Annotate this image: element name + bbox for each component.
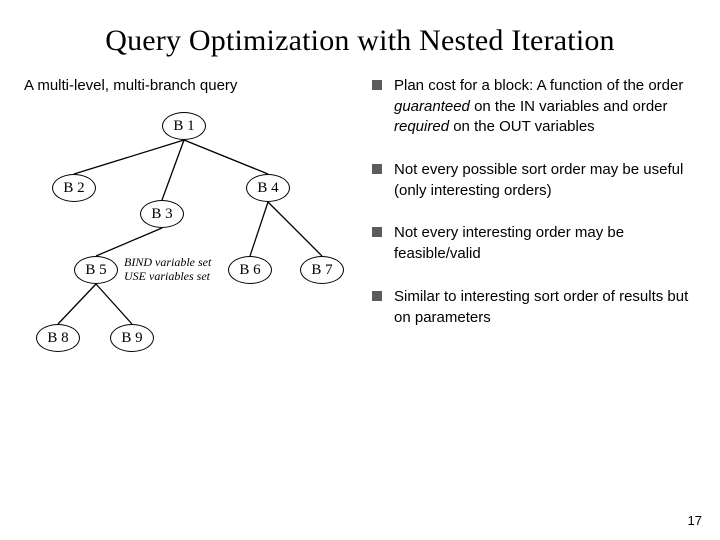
left-column: A multi-level, multi-branch query B 1B 2… bbox=[24, 76, 364, 364]
tree-diagram: B 1B 2B 3B 4B 5B 6B 7B 8B 9BIND variable… bbox=[24, 104, 364, 364]
slide-title: Query Optimization with Nested Iteration bbox=[0, 0, 720, 58]
bullet-marker-icon bbox=[372, 164, 382, 174]
bullet-4-text: Similar to interesting sort order of res… bbox=[394, 287, 700, 328]
bullet-1-em2: required bbox=[394, 118, 449, 135]
bullet-3: Not every interesting order may be feasi… bbox=[372, 223, 700, 264]
bullet-2: Not every possible sort order may be use… bbox=[372, 160, 700, 201]
bullet-4: Similar to interesting sort order of res… bbox=[372, 287, 700, 328]
bullet-1-mid: on the IN variables and order bbox=[470, 98, 668, 115]
bullet-1-text: Plan cost for a block: A function of the… bbox=[394, 76, 700, 138]
content-area: A multi-level, multi-branch query B 1B 2… bbox=[0, 58, 720, 364]
bullet-1-pre: Plan cost for a block: A function of the… bbox=[394, 77, 683, 94]
bullet-3-text: Not every interesting order may be feasi… bbox=[394, 223, 700, 264]
bullet-1-post: on the OUT variables bbox=[449, 118, 595, 135]
diagram-subtitle: A multi-level, multi-branch query bbox=[24, 76, 364, 96]
bullet-marker-icon bbox=[372, 80, 382, 90]
bullet-2-text: Not every possible sort order may be use… bbox=[394, 160, 700, 201]
right-column: Plan cost for a block: A function of the… bbox=[364, 76, 700, 364]
bullet-1: Plan cost for a block: A function of the… bbox=[372, 76, 700, 138]
bullet-1-em1: guaranteed bbox=[394, 98, 470, 115]
page-number: 17 bbox=[688, 513, 702, 528]
bind-vars-label: BIND variable setUSE variables set bbox=[124, 256, 211, 284]
bullet-marker-icon bbox=[372, 291, 382, 301]
tree-edges bbox=[24, 104, 364, 364]
bullet-marker-icon bbox=[372, 227, 382, 237]
